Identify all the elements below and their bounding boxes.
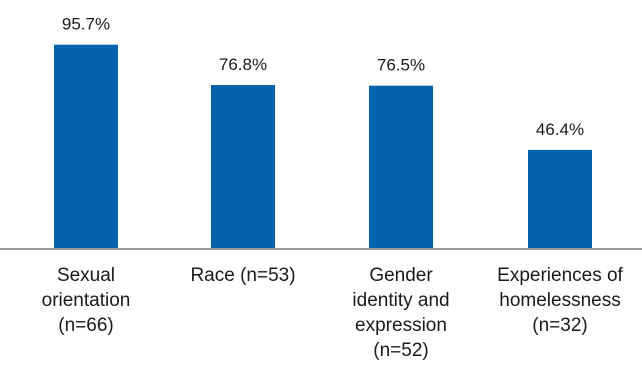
value-labels-group: 95.7% 76.8% 76.5% 46.4% <box>62 15 584 139</box>
category-label-line: (n=66) <box>58 315 114 336</box>
category-label-line: (n=32) <box>532 315 588 336</box>
value-label-3: 76.5% <box>377 56 425 75</box>
bar-1 <box>54 44 118 250</box>
category-label-line: expression <box>355 315 447 336</box>
category-label-1: Sexual orientation (n=66) <box>11 263 161 338</box>
value-label-2: 76.8% <box>219 55 267 74</box>
category-label-line: Sexual <box>56 265 116 286</box>
value-label-1: 95.7% <box>62 15 110 34</box>
category-label-4: Experiences of homelessness (n=32) <box>485 263 635 338</box>
category-label-line: (n=52) <box>373 340 429 361</box>
category-label-line: Gender <box>369 265 433 286</box>
category-label-3: Gender identity and expression (n=52) <box>326 263 476 363</box>
bar-4 <box>528 149 592 249</box>
category-label-line: orientation <box>41 290 131 311</box>
category-label-line: identity and <box>352 290 450 311</box>
bars-group <box>54 44 592 250</box>
category-label-line: Experiences of <box>497 265 623 286</box>
category-label-line: Race (n=53) <box>190 265 296 286</box>
bar-2 <box>211 85 275 249</box>
value-label-4: 46.4% <box>536 120 584 139</box>
bar-3 <box>369 85 433 249</box>
category-label-line: homelessness <box>499 290 621 311</box>
category-label-2: Race (n=53) <box>168 263 318 288</box>
